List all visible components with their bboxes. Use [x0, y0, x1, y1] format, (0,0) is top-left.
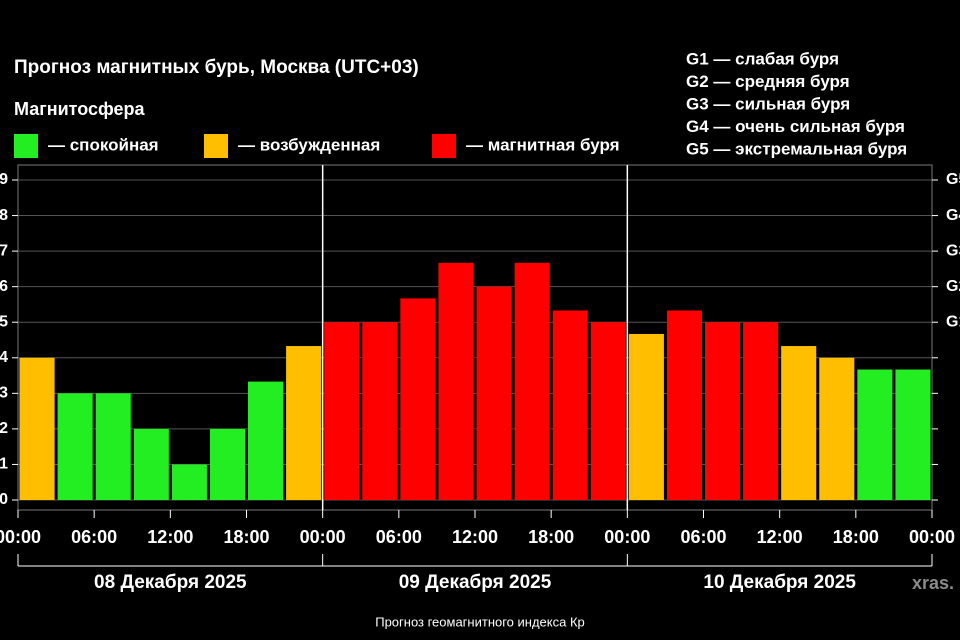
- y-tick-label: 0: [0, 491, 8, 508]
- bar: [362, 322, 398, 500]
- y-tick-label: 8: [0, 207, 8, 224]
- legend-label: — магнитная буря: [466, 135, 620, 154]
- bar: [743, 322, 779, 500]
- bar: [819, 357, 855, 500]
- bar: [895, 369, 931, 500]
- storm-level-label: G2: [946, 278, 960, 295]
- bar: [628, 333, 664, 500]
- bar: [590, 322, 626, 500]
- bar: [171, 464, 207, 500]
- x-tick-label: 12:00: [452, 527, 498, 547]
- y-tick-label: 2: [0, 420, 8, 437]
- legend-swatch: [432, 134, 456, 158]
- bar: [19, 357, 55, 500]
- day-label: 09 Декабря 2025: [399, 572, 552, 593]
- bar: [552, 310, 588, 500]
- subtitle: Магнитосфера: [14, 99, 146, 119]
- x-tick-label: 06:00: [376, 527, 422, 547]
- bar: [438, 262, 474, 500]
- x-tick-label: 00:00: [909, 527, 955, 547]
- x-tick-label: 18:00: [223, 527, 269, 547]
- bar: [248, 381, 284, 500]
- bar: [781, 346, 817, 500]
- y-tick-label: 9: [0, 171, 8, 188]
- bar: [95, 393, 131, 500]
- chart-title: Прогноз магнитных бурь, Москва (UTC+03): [14, 57, 419, 78]
- caption: Прогноз геомагнитного индекса Кр: [375, 614, 585, 629]
- day-label: 08 Декабря 2025: [94, 572, 247, 593]
- bar: [476, 286, 512, 500]
- bar: [286, 346, 322, 500]
- bar: [666, 310, 702, 500]
- x-tick-label: 18:00: [833, 527, 879, 547]
- storm-level-label: G5: [946, 171, 960, 188]
- y-tick-label: 4: [0, 349, 8, 366]
- storm-legend: G3 — сильная буря: [686, 94, 850, 113]
- x-tick-label: 00:00: [0, 527, 41, 547]
- storm-legend: G5 — экстремальная буря: [686, 139, 907, 158]
- storm-level-label: G4: [946, 207, 960, 224]
- y-tick-label: 6: [0, 278, 8, 295]
- bar: [324, 322, 360, 500]
- bar: [857, 369, 893, 500]
- y-tick-label: 7: [0, 242, 8, 259]
- x-tick-label: 18:00: [528, 527, 574, 547]
- day-label: 10 Декабря 2025: [703, 572, 856, 593]
- x-tick-label: 06:00: [71, 527, 117, 547]
- y-tick-label: 5: [0, 313, 8, 330]
- legend-swatch: [204, 134, 228, 158]
- x-tick-label: 00:00: [300, 527, 346, 547]
- bar: [400, 298, 436, 500]
- storm-legend: G1 — слабая буря: [686, 49, 839, 68]
- legend-label: — спокойная: [48, 135, 159, 154]
- bar: [514, 262, 550, 500]
- storm-legend: G4 — очень сильная буря: [686, 117, 905, 136]
- x-tick-label: 12:00: [147, 527, 193, 547]
- bar: [209, 428, 245, 500]
- y-tick-label: 1: [0, 456, 8, 473]
- bar: [133, 428, 169, 500]
- bar: [57, 393, 93, 500]
- legend-label: — возбужденная: [238, 135, 380, 154]
- legend-swatch: [14, 134, 38, 158]
- storm-legend: G2 — средняя буря: [686, 72, 850, 91]
- storm-level-label: G3: [946, 242, 960, 259]
- bar: [705, 322, 741, 500]
- x-tick-label: 06:00: [680, 527, 726, 547]
- watermark: xras.: [912, 573, 954, 593]
- x-tick-label: 12:00: [757, 527, 803, 547]
- x-tick-label: 00:00: [604, 527, 650, 547]
- storm-level-label: G1: [946, 313, 960, 330]
- y-tick-label: 3: [0, 385, 8, 402]
